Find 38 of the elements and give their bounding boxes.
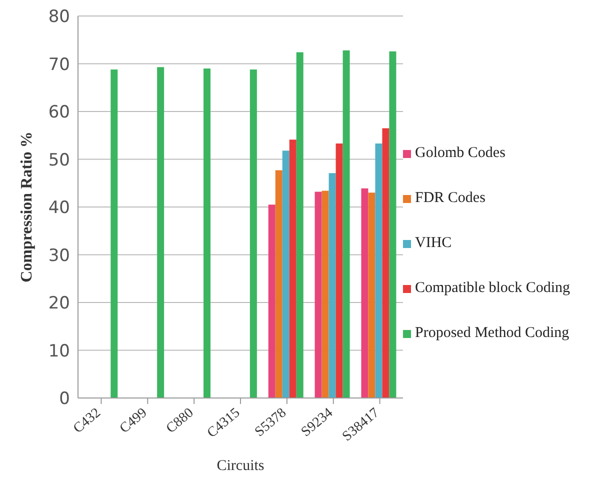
y-tick-label: 20 <box>48 294 70 314</box>
bar <box>157 67 164 398</box>
y-tick-label: 70 <box>48 54 70 75</box>
bar <box>322 190 329 398</box>
bar <box>296 52 304 398</box>
y-tick-label: 0 <box>59 389 70 410</box>
bar <box>382 128 390 398</box>
x-tick-label: C880 <box>164 406 197 437</box>
bar <box>375 143 382 398</box>
x-tick-label: C432 <box>70 406 104 437</box>
x-axis-title: Circuits <box>216 458 264 474</box>
y-tick-label: 60 <box>48 102 70 123</box>
bar <box>368 192 376 398</box>
bar <box>389 51 396 398</box>
bar <box>336 143 343 398</box>
legend-label: Compatible block Coding <box>415 280 570 296</box>
bar <box>328 173 336 398</box>
legend-label: VIHC <box>415 234 452 252</box>
y-tick-label: 30 <box>48 246 70 266</box>
legend-label: Proposed Method Coding <box>415 324 570 342</box>
bar <box>289 140 296 398</box>
y-tick-label: 80 <box>48 7 70 28</box>
bar <box>342 50 350 398</box>
bar <box>282 150 290 398</box>
x-tick-label: C499 <box>117 406 150 437</box>
y-tick-label: 50 <box>48 150 70 170</box>
y-tick-label: 40 <box>48 198 70 218</box>
bar <box>314 192 322 398</box>
bar <box>110 69 118 398</box>
legend-label: FDR Codes <box>415 190 486 206</box>
bar <box>275 170 282 398</box>
bar <box>204 68 210 398</box>
bar <box>250 69 257 398</box>
bar <box>361 188 368 398</box>
y-axis-title: Compression Ratio % <box>18 132 36 282</box>
legend-label: Golomb Codes <box>415 144 506 162</box>
y-tick-label: 10 <box>48 341 70 362</box>
bar <box>268 204 276 398</box>
